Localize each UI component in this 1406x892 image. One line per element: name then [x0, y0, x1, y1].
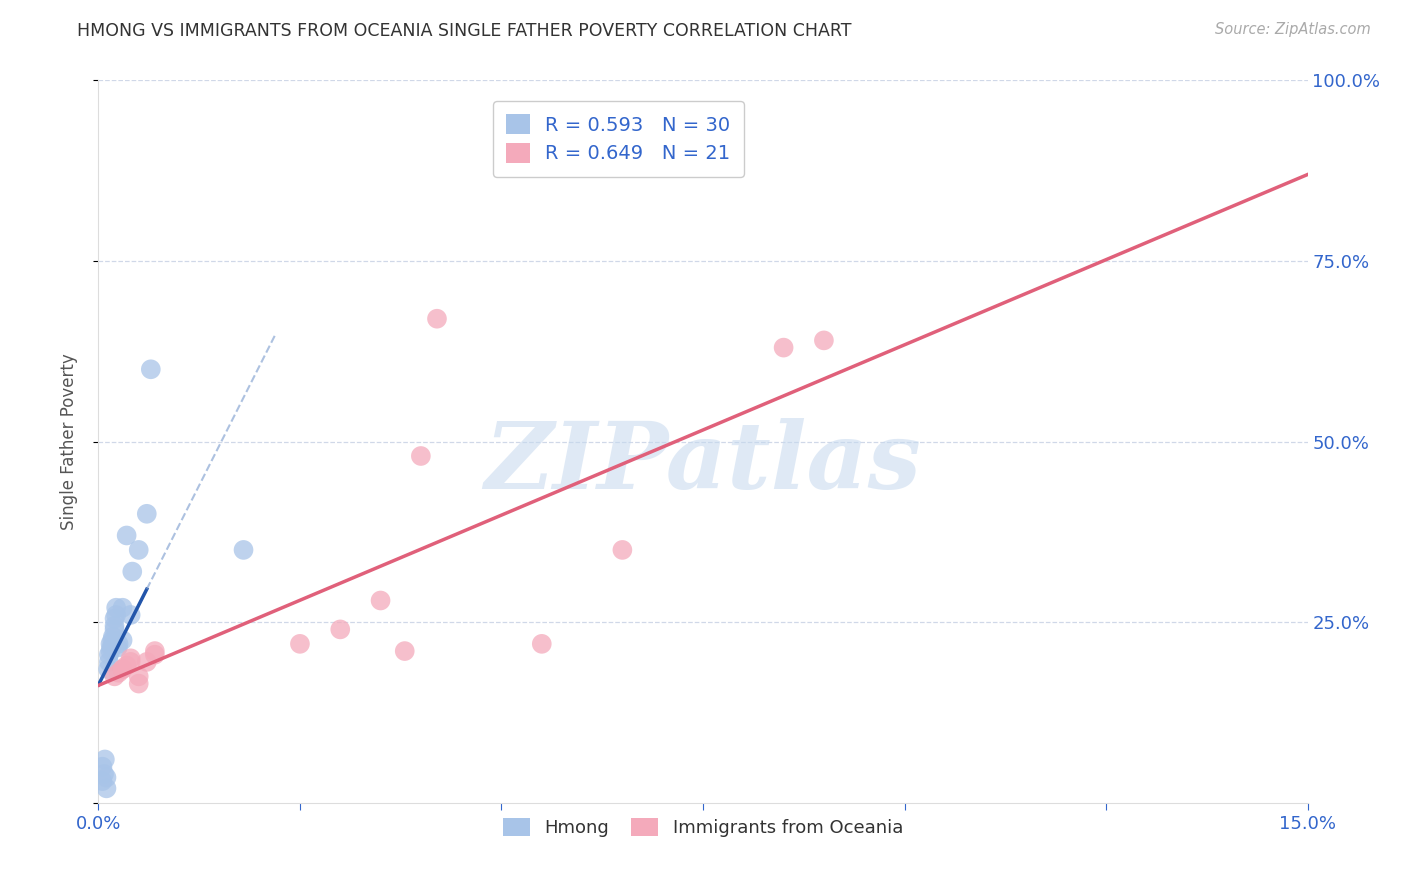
Point: [93, 767, 115, 781]
Point: [107, 640, 129, 655]
Point: [96, 781, 118, 796]
Point: [612, 542, 634, 557]
Point: [97, 655, 120, 669]
Point: [107, 665, 129, 680]
Text: Source: ZipAtlas.com: Source: ZipAtlas.com: [1215, 22, 1371, 37]
Point: [143, 648, 166, 662]
Point: [97, 648, 120, 662]
Point: [135, 655, 157, 669]
Point: [91, 774, 114, 789]
Point: [94, 752, 117, 766]
Point: [370, 593, 392, 607]
Point: [115, 528, 138, 542]
Point: [135, 507, 157, 521]
Point: [103, 619, 125, 633]
Point: [772, 341, 794, 355]
Point: [101, 633, 124, 648]
Point: [394, 644, 416, 658]
Legend: Hmong, Immigrants from Oceania: Hmong, Immigrants from Oceania: [496, 811, 910, 845]
Text: HMONG VS IMMIGRANTS FROM OCEANIA SINGLE FATHER POVERTY CORRELATION CHART: HMONG VS IMMIGRANTS FROM OCEANIA SINGLE …: [77, 22, 852, 40]
Point: [101, 630, 124, 644]
Point: [120, 651, 142, 665]
Point: [128, 669, 150, 683]
Point: [103, 669, 125, 683]
Y-axis label: Single Father Poverty: Single Father Poverty: [59, 353, 77, 530]
Point: [139, 362, 162, 376]
Point: [96, 771, 118, 785]
Point: [105, 607, 128, 622]
Point: [103, 611, 125, 625]
Point: [91, 760, 114, 774]
Point: [111, 600, 134, 615]
Point: [232, 542, 254, 557]
Point: [128, 676, 150, 690]
Point: [100, 644, 122, 658]
Point: [329, 623, 352, 637]
Point: [288, 637, 311, 651]
Point: [105, 600, 128, 615]
Text: ZIPatlas: ZIPatlas: [485, 418, 921, 508]
Point: [121, 565, 143, 579]
Point: [115, 658, 138, 673]
Point: [813, 334, 835, 348]
Point: [111, 633, 134, 648]
Point: [128, 542, 150, 557]
Point: [111, 662, 134, 676]
Point: [120, 607, 142, 622]
Point: [100, 640, 122, 655]
Point: [107, 637, 129, 651]
Point: [97, 662, 120, 676]
Point: [120, 655, 142, 669]
Point: [530, 637, 553, 651]
Point: [100, 637, 122, 651]
Point: [111, 662, 134, 676]
Point: [103, 623, 125, 637]
Point: [143, 644, 166, 658]
Point: [409, 449, 432, 463]
Point: [426, 311, 449, 326]
